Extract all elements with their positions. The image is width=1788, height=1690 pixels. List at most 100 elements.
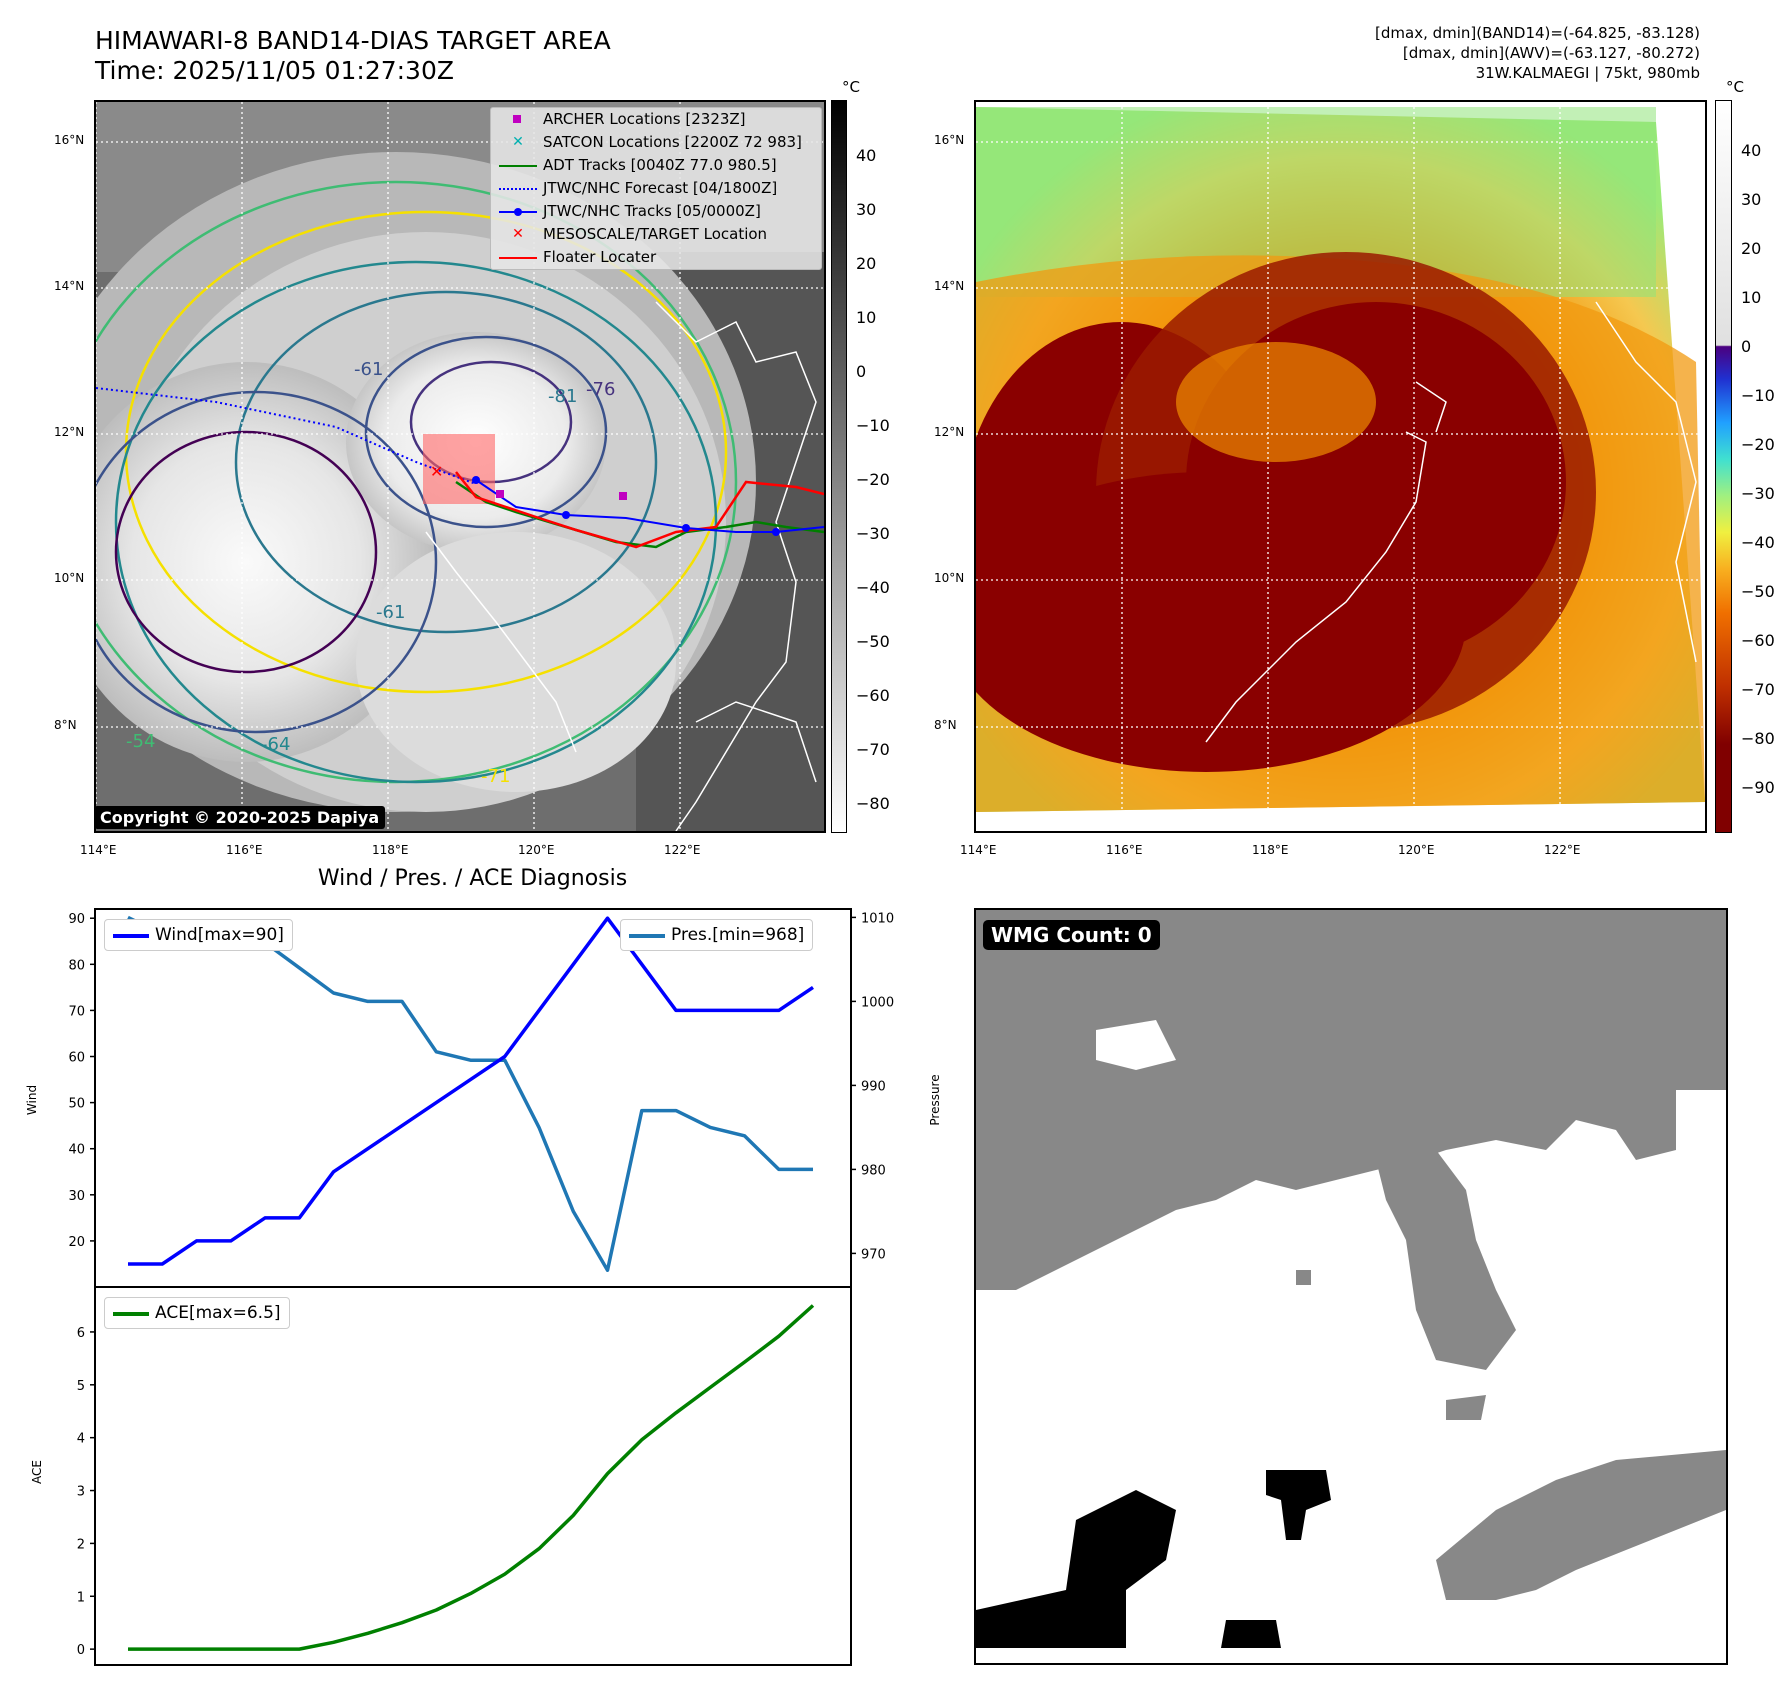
legend-item-archer: ARCHER Locations [2323Z] [491, 108, 821, 131]
lon-tick: 114°E [80, 843, 117, 857]
colorbar-tick: −20 [856, 470, 890, 489]
wmg-region [1376, 1150, 1516, 1370]
wmg-region [976, 910, 1726, 1290]
colorbar-tick: −60 [1741, 631, 1775, 650]
colorbar-tick: −30 [856, 524, 890, 543]
wind-legend-label: Wind[max=90] [155, 925, 284, 945]
colorbar-tick: −50 [856, 632, 890, 651]
ace-tick-label: 4 [77, 1432, 85, 1447]
contour-label: -71 [481, 766, 510, 787]
lon-tick: 114°E [960, 843, 997, 857]
lat-tick: 8°N [54, 718, 77, 732]
lon-tick: 122°E [664, 843, 701, 857]
legend-item-jtwc-tracks: JTWC/NHC Tracks [05/0000Z] [491, 200, 821, 223]
pressure-tick-label: 980 [861, 1163, 886, 1178]
wind-legend: Wind[max=90] [104, 919, 293, 951]
awv-stats: [dmax, dmin](AWV)=(-63.127, -80.272) [1402, 44, 1700, 62]
colorbar-tick: −40 [856, 578, 890, 597]
wind-tick-label: 80 [68, 958, 85, 973]
colorbar-tick: 20 [856, 254, 877, 273]
wind-tick-label: 70 [68, 1004, 85, 1019]
lat-tick: 10°N [54, 571, 85, 585]
lat-tick: 16°N [934, 133, 965, 147]
colorbar-tick: 20 [1741, 239, 1762, 258]
pressure-tick-label: 970 [861, 1247, 886, 1262]
wmg-region [1436, 1450, 1726, 1600]
legend-label: JTWC/NHC Tracks [05/0000Z] [543, 202, 761, 220]
colorbar-unit: °C [1726, 78, 1744, 96]
map-time: Time: 2025/11/05 01:27:30Z [95, 56, 454, 85]
colorbar-tick: −20 [1741, 435, 1775, 454]
colorbar-tick: 30 [856, 200, 877, 219]
wmg-panel [974, 908, 1728, 1665]
colorbar-tick: 0 [856, 362, 867, 381]
colorbar-tick: −70 [856, 740, 890, 759]
lon-tick: 122°E [1544, 843, 1581, 857]
lon-tick: 118°E [372, 843, 409, 857]
colorbar-tick: −60 [856, 686, 890, 705]
colorbar-tick: −10 [1741, 386, 1775, 405]
colorbar-tick: −30 [1741, 484, 1775, 503]
lon-tick: 116°E [1106, 843, 1143, 857]
ace-legend: ACE[max=6.5] [104, 1297, 290, 1329]
contour-label: -64 [261, 734, 290, 755]
map-legend: ARCHER Locations [2323Z] ✕ SATCON Locati… [490, 107, 822, 270]
wmg-count-badge: WMG Count: 0 [983, 920, 1160, 950]
colorbar-left [831, 100, 847, 833]
legend-item-target: ✕ MESOSCALE/TARGET Location [512, 225, 768, 243]
contour-label: -54 [126, 731, 155, 752]
ace-tick-label: 2 [77, 1537, 85, 1552]
pressure-tick-label: 990 [861, 1079, 886, 1094]
legend-label: MESOSCALE/TARGET Location [543, 225, 768, 243]
wmg-region [976, 1490, 1176, 1648]
lat-tick: 10°N [934, 571, 965, 585]
wind-tick-label: 90 [68, 912, 85, 927]
pressure-legend: Pres.[min=968] [620, 919, 814, 951]
colorbar-tick: −70 [1741, 680, 1775, 699]
ace-tick-label: 0 [77, 1643, 85, 1658]
colorbar-tick: −10 [856, 416, 890, 435]
pressure-legend-label: Pres.[min=968] [671, 925, 805, 945]
lon-tick: 120°E [518, 843, 555, 857]
lon-tick: 118°E [1252, 843, 1289, 857]
wind-tick-label: 40 [68, 1143, 85, 1158]
colorbar-tick: 10 [1741, 288, 1762, 307]
storm-info: 31W.KALMAEGI | 75kt, 980mb [1475, 64, 1700, 82]
wind-pressure-frame [94, 908, 852, 1288]
colorbar-unit: °C [842, 78, 860, 96]
wind-tick-label: 30 [68, 1189, 85, 1204]
ace-series-line [128, 1304, 815, 1651]
diag-title: Wind / Pres. / ACE Diagnosis [317, 866, 628, 891]
awv-map-panel [974, 100, 1707, 833]
colorbar-tick: 40 [1741, 141, 1762, 160]
wmg-map [976, 910, 1726, 1648]
lat-tick: 14°N [934, 279, 965, 293]
contour-label: -76 [586, 379, 615, 400]
pressure-tick-label: 1010 [861, 911, 894, 926]
wind-tick-label: 20 [68, 1235, 85, 1250]
lat-tick: 14°N [54, 279, 85, 293]
contour-label: -61 [354, 359, 383, 380]
legend-label: ARCHER Locations [2323Z] [543, 110, 746, 128]
lat-tick: 12°N [934, 425, 965, 439]
contour-label: -81 [548, 386, 577, 407]
pressure-tick-label: 1000 [861, 995, 894, 1010]
legend-item-floater: Floater Locater [491, 246, 821, 269]
contour-label: -61 [376, 602, 405, 623]
wmg-region [1266, 1470, 1331, 1540]
legend-item-adt: ADT Tracks [0040Z 77.0 980.5] [491, 154, 821, 177]
band14-stats: [dmax, dmin](BAND14)=(-64.825, -83.128) [1375, 24, 1700, 42]
lon-tick: 120°E [1398, 843, 1435, 857]
wind-tick-label: 60 [68, 1051, 85, 1066]
ace-tick-label: 6 [77, 1326, 85, 1341]
pressure-series-line [127, 915, 813, 1272]
lat-tick: 8°N [934, 718, 957, 732]
colorbar-right [1715, 100, 1732, 833]
lat-tick: 16°N [54, 133, 85, 147]
ace-tick-label: 5 [77, 1379, 85, 1394]
ace-tick-label: 3 [77, 1485, 85, 1500]
lon-tick: 116°E [226, 843, 263, 857]
colorbar-tick: 40 [856, 146, 877, 165]
colorbar-tick: 10 [856, 308, 877, 327]
